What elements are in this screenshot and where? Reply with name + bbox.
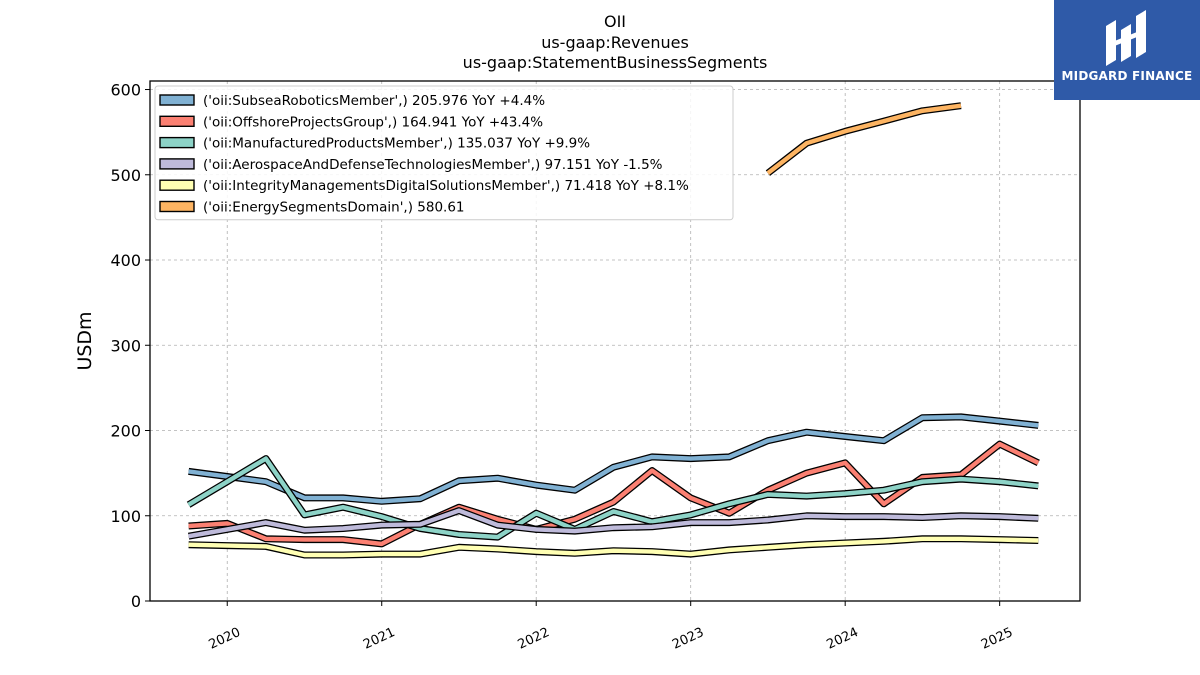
- legend-label-5: ('oii:EnergySegmentsDomain',) 580.61: [203, 200, 465, 216]
- series-line-0: [188, 414, 1039, 504]
- chart-title-line-1: OII: [604, 12, 626, 31]
- legend-label-0: ('oii:SubseaRoboticsMember',) 205.976 Yo…: [203, 93, 545, 109]
- y-tick-label: 200: [110, 422, 141, 441]
- x-tick-label: 2020: [207, 625, 243, 653]
- y-tick-label: 500: [110, 166, 141, 185]
- legend-label-3: ('oii:AerospaceAndDefenseTechnologiesMem…: [203, 157, 663, 173]
- series-line-3: [188, 508, 1039, 539]
- legend-swatch-0: [159, 94, 195, 106]
- series-line-5: [766, 103, 962, 175]
- chart-title-line-2: us-gaap:Revenues: [541, 33, 689, 52]
- plot-frame: [149, 80, 1081, 602]
- logo-text: MIDGARD FINANCE: [1061, 69, 1193, 83]
- legend-label-2: ('oii:ManufacturedProductsMember',) 135.…: [203, 136, 590, 152]
- x-tick-label: 2023: [670, 625, 706, 653]
- legend-label-1: ('oii:OffshoreProjectsGroup',) 164.941 Y…: [203, 114, 543, 130]
- brand-logo: MIDGARD FINANCE: [1054, 0, 1200, 100]
- legend-swatch-5: [159, 200, 195, 213]
- series-lines: [186, 102, 1040, 559]
- series-line-outline-5: [765, 102, 962, 176]
- legend: ('oii:SubseaRoboticsMember',) 205.976 Yo…: [154, 85, 734, 221]
- logo-mark-icon: [1106, 10, 1146, 66]
- series-line-1: [188, 441, 1040, 547]
- legend-swatch-4: [159, 179, 195, 191]
- y-tick-label: 400: [110, 251, 141, 270]
- legend-swatch-2: [159, 136, 195, 149]
- series-line-4: [188, 536, 1039, 558]
- series-line-2: [187, 456, 1039, 540]
- x-tick-label: 2025: [979, 625, 1015, 653]
- x-tick-label: 2024: [825, 625, 861, 653]
- legend-swatch-3: [159, 158, 195, 170]
- y-tick-label: 300: [110, 336, 141, 355]
- x-tick-label: 2021: [361, 625, 397, 653]
- legend-box: [154, 85, 734, 221]
- y-tick-label: 100: [110, 507, 141, 526]
- y-tick-label: 0: [131, 592, 141, 611]
- legend-swatch-1: [159, 115, 195, 128]
- x-tick-label: 2022: [516, 625, 552, 653]
- y-axis-label: USDm: [74, 311, 96, 370]
- legend-label-4: ('oii:IntegrityManagementsDigitalSolutio…: [203, 178, 689, 194]
- y-tick-label: 600: [110, 81, 141, 100]
- chart-title-line-3: us-gaap:StatementBusinessSegments: [463, 53, 768, 72]
